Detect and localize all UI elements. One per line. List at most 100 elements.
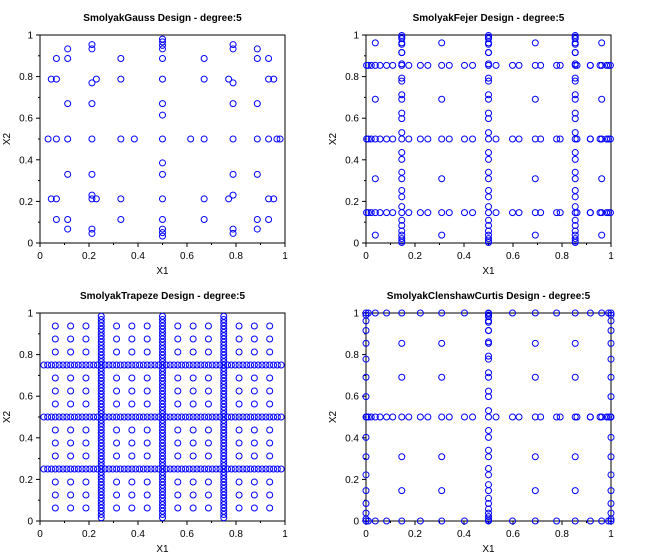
scatter-point (492, 413, 500, 421)
scatter-point (537, 413, 545, 421)
scatter-point (438, 413, 446, 421)
x-tick-label: 1 (608, 251, 614, 262)
scatter-point (235, 374, 243, 382)
scatter-point (189, 465, 197, 473)
scatter-point (398, 60, 406, 68)
x-axis-label: X1 (482, 266, 495, 277)
scatter-point (113, 478, 121, 486)
scatter-point (67, 387, 75, 395)
scatter-point (128, 361, 136, 369)
x-tick-label: 0.6 (180, 529, 194, 540)
scatter-point (531, 309, 539, 317)
scatter-point (159, 488, 166, 496)
scatter-point (159, 229, 166, 237)
scatter-point (109, 465, 117, 473)
scatter-point (254, 413, 262, 421)
scatter-point (250, 374, 258, 382)
scatter-point (64, 170, 72, 178)
scatter-point (124, 413, 132, 421)
scatter-point (59, 413, 67, 421)
scatter-point (197, 361, 205, 369)
scatter-point (445, 209, 453, 217)
scatter-point (607, 500, 615, 508)
scatter-point (607, 487, 615, 495)
scatter-point (235, 361, 243, 369)
scatter-point (97, 449, 105, 457)
scatter-point (82, 491, 90, 499)
scatter-point (128, 374, 136, 382)
scatter-point (485, 231, 492, 239)
scatter-point (362, 326, 370, 334)
scatter-point (220, 471, 228, 479)
scatter-point (235, 426, 243, 434)
scatter-point (113, 348, 121, 356)
x-tick-label: 0.4 (457, 251, 471, 262)
scatter-point (266, 426, 274, 434)
y-tick-label: 0.6 (345, 114, 359, 125)
scatter-point (67, 491, 75, 499)
scatter-point (485, 209, 492, 217)
scatter-point (197, 413, 205, 421)
scatter-point (220, 335, 228, 343)
x-axis-label: X1 (482, 544, 495, 555)
x-tick-label: 0.2 (82, 529, 96, 540)
scatter-point (250, 465, 258, 473)
scatter-point (220, 436, 228, 444)
scatter-point (90, 465, 98, 473)
scatter-point (571, 187, 579, 195)
scatter-point (64, 225, 72, 233)
scatter-point (67, 335, 75, 343)
scatter-point (571, 339, 579, 347)
scatter-point (367, 209, 375, 217)
scatter-point (120, 465, 128, 473)
scatter-point (607, 393, 615, 401)
scatter-point (97, 436, 105, 444)
scatter-point (398, 309, 406, 317)
scatter-point (86, 413, 94, 421)
scatter-point (605, 413, 613, 421)
scatter-point (159, 361, 166, 369)
scatter-point (276, 135, 284, 143)
scatter-point (117, 195, 125, 203)
scatter-point (128, 322, 136, 330)
scatter-point (204, 478, 212, 486)
scatter-point (51, 426, 59, 434)
scatter-point (187, 135, 195, 143)
scatter-point (82, 426, 90, 434)
scatter-point (143, 361, 151, 369)
scatter-point (363, 135, 371, 143)
scatter-point (235, 478, 243, 486)
scatter-point (250, 348, 258, 356)
scatter-point (220, 348, 228, 356)
scatter-point (189, 426, 197, 434)
scatter-point (159, 439, 166, 447)
scatter-point (159, 371, 166, 379)
scatter-point (74, 413, 82, 421)
scatter-point (398, 453, 406, 461)
scatter-point (67, 322, 75, 330)
scatter-point (88, 191, 96, 199)
scatter-point (416, 413, 424, 421)
scatter-point (362, 471, 370, 479)
scatter-point (52, 75, 60, 83)
scatter-point (64, 55, 72, 63)
scatter-point (586, 309, 594, 317)
scatter-point (229, 45, 237, 53)
scatter-point (147, 465, 155, 473)
scatter-point (97, 387, 105, 395)
scatter-point (143, 374, 151, 382)
plot-panel-1: SmolyakGauss Design - degree:5 0 0.2 0.4 0.6… (2, 13, 288, 277)
scatter-points (363, 31, 614, 247)
scatter-point (208, 361, 216, 369)
scatter-point (362, 311, 370, 319)
scatter-point (231, 413, 239, 421)
x-axis-label: X1 (156, 266, 169, 277)
scatter-point (155, 361, 163, 369)
scatter-point (571, 373, 579, 381)
scatter-point (485, 155, 492, 163)
scatter-point (266, 400, 274, 408)
scatter-point (162, 361, 170, 369)
scatter-point (204, 465, 212, 473)
scatter-point (571, 74, 579, 82)
scatter-point (416, 309, 424, 317)
